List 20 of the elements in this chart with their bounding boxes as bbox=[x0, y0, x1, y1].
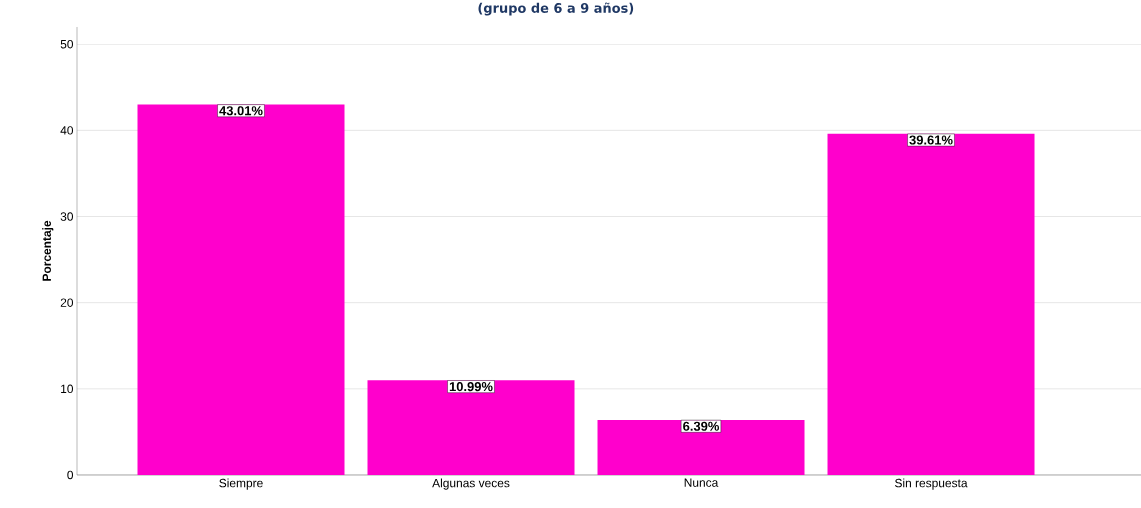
y-tick-label: 20 bbox=[60, 298, 74, 307]
x-tick-label: Algunas veces bbox=[432, 478, 510, 490]
y-tick-label: 0 bbox=[67, 470, 74, 480]
y-tick-label: 50 bbox=[60, 39, 74, 49]
data-label: 39.61% bbox=[909, 135, 953, 145]
y-axis-title: Porcentaje bbox=[42, 220, 54, 281]
y-tick-label: 30 bbox=[60, 212, 74, 221]
bar bbox=[827, 133, 1035, 475]
data-label: 10.99% bbox=[449, 382, 493, 392]
x-tick-label: Siempre bbox=[219, 478, 263, 490]
bar bbox=[597, 419, 805, 475]
bar bbox=[367, 380, 575, 475]
chart-title: (grupo de 6 a 9 años) bbox=[478, 2, 634, 16]
data-label: 6.39% bbox=[683, 421, 720, 431]
data-label: 43.01% bbox=[219, 106, 263, 116]
y-tick-label: 10 bbox=[61, 384, 74, 394]
x-tick-label: Sin respuesta bbox=[895, 478, 968, 490]
y-tick-label: 40 bbox=[60, 126, 74, 135]
x-tick-label: Nunca bbox=[684, 478, 719, 487]
bar bbox=[137, 104, 345, 475]
